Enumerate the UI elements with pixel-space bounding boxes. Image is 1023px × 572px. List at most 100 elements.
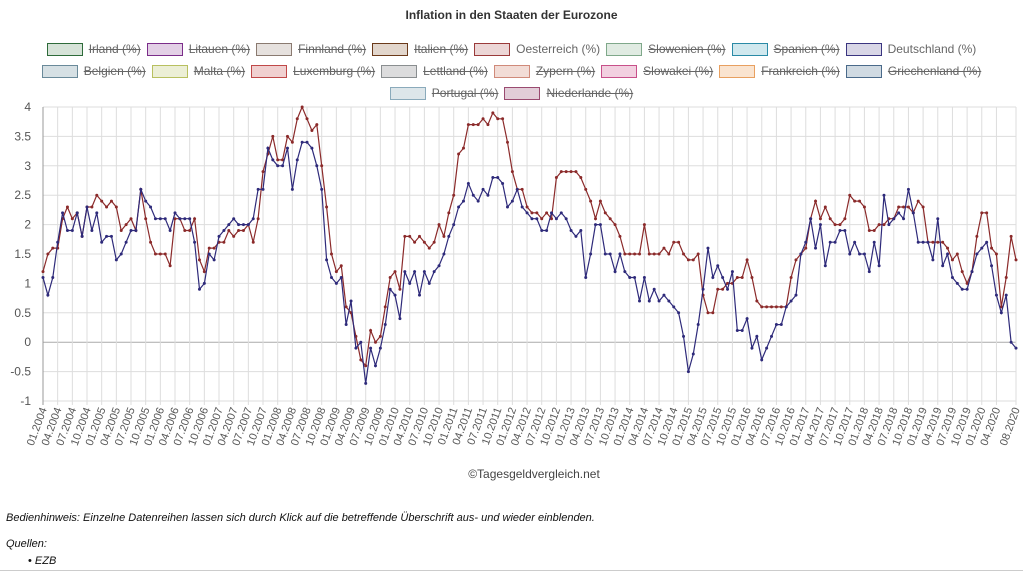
data-point: [774, 323, 778, 327]
data-point: [276, 158, 280, 162]
data-point: [251, 217, 255, 221]
data-point: [535, 217, 539, 221]
data-point: [139, 187, 143, 191]
legend-swatch: [845, 64, 882, 78]
data-point: [760, 358, 764, 362]
data-point: [965, 281, 969, 285]
data-point: [999, 311, 1003, 315]
legend-item[interactable]: Lettland (%): [381, 64, 488, 78]
data-point: [413, 240, 417, 244]
data-point: [149, 240, 153, 244]
legend-item[interactable]: Portugal (%): [389, 86, 498, 100]
data-point: [246, 223, 250, 227]
data-point: [163, 252, 167, 256]
legend-item[interactable]: Spanien (%): [731, 42, 840, 56]
data-point: [339, 264, 343, 268]
data-point: [491, 111, 495, 115]
data-point: [726, 281, 730, 285]
legend-item[interactable]: Italien (%): [372, 42, 468, 56]
legend-swatch: [493, 64, 530, 78]
data-point: [95, 211, 99, 215]
data-point: [985, 240, 989, 244]
data-point: [530, 211, 534, 215]
legend-item[interactable]: Slowakei (%): [601, 64, 713, 78]
data-point: [320, 187, 324, 191]
data-point: [554, 176, 558, 180]
data-point: [373, 340, 377, 344]
data-point: [505, 140, 509, 144]
data-point: [388, 287, 392, 291]
data-point: [124, 223, 128, 227]
data-point: [144, 217, 148, 221]
data-point: [393, 270, 397, 274]
data-point: [740, 328, 744, 332]
legend-item[interactable]: Frankreich (%): [719, 64, 840, 78]
data-point: [109, 199, 113, 203]
data-point: [814, 246, 818, 250]
legend-item[interactable]: Niederlande (%): [504, 86, 633, 100]
y-tick-label: 3: [24, 159, 31, 173]
legend-item[interactable]: Luxemburg (%): [251, 64, 375, 78]
data-point: [789, 276, 793, 280]
data-point: [711, 311, 715, 315]
y-tick-label: 4: [24, 100, 31, 114]
data-point: [770, 334, 774, 338]
data-point: [784, 305, 788, 309]
data-point: [530, 217, 534, 221]
legend-label: Luxemburg (%): [293, 64, 376, 78]
legend-label: Niederlande (%): [546, 86, 634, 100]
data-point: [975, 252, 979, 256]
data-point: [1004, 293, 1008, 297]
y-tick-label: 0: [24, 335, 31, 349]
data-point: [95, 193, 99, 197]
data-point: [574, 234, 578, 238]
data-point: [427, 281, 431, 285]
data-point: [295, 158, 299, 162]
data-point: [65, 228, 69, 232]
legend-item[interactable]: Litauen (%): [146, 42, 250, 56]
data-point: [672, 240, 676, 244]
legend-label: Oesterreich (%): [516, 42, 601, 56]
legend-item[interactable]: Belgien (%): [41, 64, 146, 78]
data-point: [550, 217, 554, 221]
data-point: [1009, 234, 1013, 238]
data-point: [941, 240, 945, 244]
series-line-oesterreich: [42, 105, 1017, 368]
data-point: [603, 252, 607, 256]
legend-item[interactable]: Irland (%): [46, 42, 141, 56]
legend-item[interactable]: Finnland (%): [256, 42, 366, 56]
data-point: [378, 346, 382, 350]
legend-item[interactable]: Malta (%): [151, 64, 245, 78]
data-point: [85, 205, 89, 209]
legend-item[interactable]: Griechenland (%): [845, 64, 981, 78]
data-point: [818, 217, 822, 221]
data-point: [65, 205, 69, 209]
data-point: [393, 293, 397, 297]
data-point: [334, 281, 338, 285]
data-point: [936, 240, 940, 244]
data-point: [706, 246, 710, 250]
legend-item[interactable]: Oesterreich (%): [474, 42, 600, 56]
data-point: [417, 234, 421, 238]
data-point: [227, 223, 231, 227]
data-point: [41, 276, 45, 280]
sources-list: EZB: [28, 555, 56, 567]
data-point: [153, 217, 157, 221]
data-point: [730, 270, 734, 274]
data-point: [207, 246, 211, 250]
legend-item[interactable]: Zypern (%): [493, 64, 595, 78]
data-point: [906, 205, 910, 209]
data-point: [105, 234, 109, 238]
data-point: [520, 205, 524, 209]
divider: [0, 570, 1023, 571]
legend-swatch: [504, 86, 541, 100]
data-point: [931, 258, 935, 262]
data-point: [241, 223, 245, 227]
data-point: [716, 287, 720, 291]
data-point: [422, 270, 426, 274]
data-point: [848, 252, 852, 256]
legend-item[interactable]: Deutschland (%): [845, 42, 976, 56]
legend-item[interactable]: Slowenien (%): [606, 42, 726, 56]
data-point: [461, 146, 465, 150]
data-point: [364, 381, 368, 385]
